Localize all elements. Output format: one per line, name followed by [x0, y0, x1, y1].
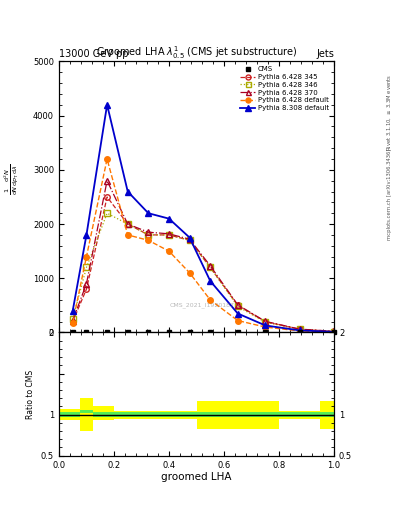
Pythia 8.308 default	[332, 329, 336, 335]
CMS	[105, 329, 109, 335]
Pythia 6.428 345	[332, 328, 336, 334]
Text: Rivet 3.1.10, $\geq$ 3.3M events: Rivet 3.1.10, $\geq$ 3.3M events	[385, 74, 393, 151]
Text: 13000 GeV pp: 13000 GeV pp	[59, 49, 129, 59]
Pythia 6.428 default	[263, 324, 268, 330]
Pythia 6.428 370	[208, 263, 213, 269]
Pythia 8.308 default	[146, 210, 151, 216]
Text: mcplots.cern.ch [arXiv:1306.3436]: mcplots.cern.ch [arXiv:1306.3436]	[387, 149, 391, 240]
Pythia 6.428 370	[84, 281, 89, 287]
Pythia 6.428 345	[235, 302, 240, 308]
Pythia 6.428 default	[84, 253, 89, 260]
Text: Jets: Jets	[316, 49, 334, 59]
Pythia 6.428 370	[70, 317, 75, 324]
Pythia 6.428 346	[70, 316, 75, 322]
CMS	[235, 329, 240, 335]
CMS	[187, 329, 192, 335]
Pythia 6.428 345	[146, 232, 151, 238]
Pythia 8.308 default	[187, 234, 192, 241]
Pythia 6.428 default	[70, 319, 75, 326]
Pythia 6.428 345	[70, 318, 75, 325]
Text: $\frac{1}{\mathrm{d}N}\frac{\mathrm{d}^2N}{\mathrm{d}p_\mathrm{T}\,\mathrm{d}\la: $\frac{1}{\mathrm{d}N}\frac{\mathrm{d}^2…	[3, 163, 21, 195]
Line: Pythia 6.428 default: Pythia 6.428 default	[70, 156, 337, 335]
Pythia 8.308 default	[84, 232, 89, 238]
Line: Pythia 6.428 346: Pythia 6.428 346	[70, 210, 337, 334]
Pythia 6.428 346	[187, 237, 192, 243]
Pythia 6.428 370	[146, 229, 151, 236]
Pythia 6.428 default	[298, 328, 302, 334]
Title: Groomed LHA $\lambda^{1}_{0.5}$ (CMS jet substructure): Groomed LHA $\lambda^{1}_{0.5}$ (CMS jet…	[96, 45, 297, 61]
Pythia 6.428 346	[263, 319, 268, 325]
Text: CMS_2021_I1920187: CMS_2021_I1920187	[169, 303, 235, 308]
Pythia 6.428 346	[167, 232, 171, 238]
CMS	[298, 329, 302, 335]
Pythia 6.428 346	[298, 327, 302, 333]
Pythia 6.428 370	[167, 231, 171, 237]
CMS	[263, 329, 268, 335]
Pythia 6.428 370	[332, 328, 336, 334]
Pythia 6.428 default	[208, 297, 213, 303]
CMS	[146, 329, 151, 335]
Pythia 6.428 370	[235, 302, 240, 308]
Pythia 6.428 346	[146, 232, 151, 238]
Pythia 6.428 346	[105, 210, 109, 216]
Pythia 6.428 346	[208, 264, 213, 270]
Line: CMS: CMS	[70, 330, 336, 335]
Pythia 6.428 default	[167, 248, 171, 254]
Pythia 8.308 default	[208, 278, 213, 284]
Pythia 6.428 345	[167, 232, 171, 238]
Pythia 8.308 default	[105, 102, 109, 108]
Legend: CMS, Pythia 6.428 345, Pythia 6.428 346, Pythia 6.428 370, Pythia 6.428 default,: CMS, Pythia 6.428 345, Pythia 6.428 346,…	[239, 65, 331, 112]
Pythia 8.308 default	[298, 327, 302, 333]
CMS	[332, 329, 336, 335]
Pythia 6.428 default	[146, 237, 151, 243]
CMS	[208, 329, 213, 335]
Pythia 6.428 345	[263, 318, 268, 325]
CMS	[70, 329, 75, 335]
Pythia 6.428 370	[263, 318, 268, 325]
Pythia 6.428 default	[332, 329, 336, 335]
X-axis label: groomed LHA: groomed LHA	[161, 472, 232, 482]
Pythia 6.428 370	[105, 178, 109, 184]
Line: Pythia 8.308 default: Pythia 8.308 default	[70, 102, 337, 335]
Pythia 8.308 default	[235, 310, 240, 316]
Pythia 6.428 345	[208, 264, 213, 270]
Pythia 6.428 370	[125, 221, 130, 227]
Pythia 6.428 346	[84, 264, 89, 270]
CMS	[84, 329, 89, 335]
Pythia 6.428 370	[187, 236, 192, 242]
Pythia 6.428 345	[84, 286, 89, 292]
Pythia 6.428 345	[125, 221, 130, 227]
Pythia 6.428 346	[235, 304, 240, 310]
Pythia 6.428 345	[105, 194, 109, 200]
Pythia 6.428 default	[125, 232, 130, 238]
Pythia 8.308 default	[263, 323, 268, 329]
CMS	[167, 329, 171, 335]
Pythia 6.428 default	[235, 317, 240, 324]
Pythia 6.428 default	[187, 270, 192, 276]
Pythia 6.428 345	[187, 237, 192, 243]
CMS	[125, 329, 130, 335]
Line: Pythia 6.428 345: Pythia 6.428 345	[70, 194, 337, 334]
Pythia 6.428 346	[332, 328, 336, 334]
Pythia 6.428 346	[125, 221, 130, 227]
Line: Pythia 6.428 370: Pythia 6.428 370	[70, 178, 337, 334]
Y-axis label: Ratio to CMS: Ratio to CMS	[26, 370, 35, 419]
Pythia 6.428 370	[298, 326, 302, 332]
Pythia 8.308 default	[125, 188, 130, 195]
Pythia 6.428 345	[298, 326, 302, 332]
Pythia 6.428 default	[105, 156, 109, 162]
Pythia 8.308 default	[167, 216, 171, 222]
Pythia 8.308 default	[70, 308, 75, 314]
